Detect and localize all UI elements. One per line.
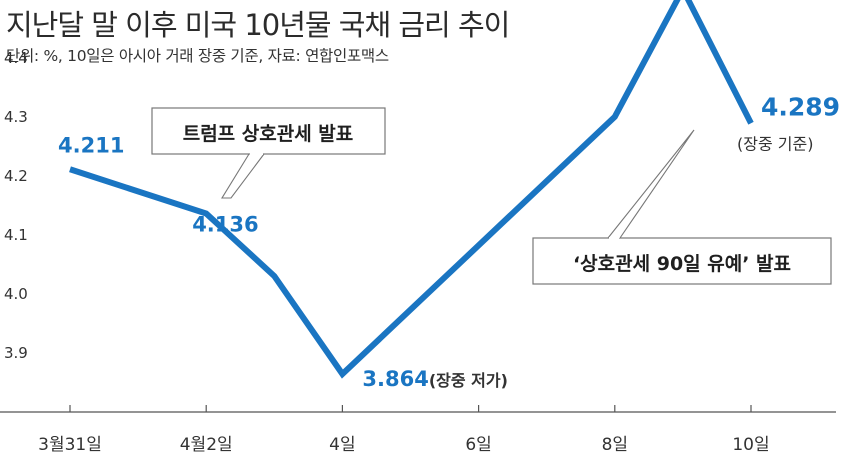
x-tick-label: 4일 (329, 435, 355, 455)
data-label: 4.289 (761, 92, 840, 121)
data-label-note: (장중 저가) (429, 371, 508, 390)
x-tick-label: 8일 (602, 435, 628, 455)
data-label: 4.136 (192, 213, 258, 237)
y-tick-label: 4.2 (4, 167, 28, 185)
x-tick-label: 6일 (465, 435, 491, 455)
data-label: 3.864(장중 저가) (362, 367, 508, 391)
x-tick-label: 10일 (732, 435, 769, 455)
callout-box (151, 107, 386, 155)
callout-text: 트럼프 상호관세 발표 (183, 123, 354, 145)
data-label-value: 4.289 (761, 92, 840, 121)
data-label-value: 4.136 (192, 213, 258, 237)
callout-text: ‘상호관세 90일 유예’ 발표 (573, 253, 791, 275)
data-label: 4.211 (58, 133, 124, 157)
x-tick-label: 4월2일 (180, 435, 233, 455)
data-label-note: (장중 기준) (737, 134, 813, 153)
y-tick-label: 4.3 (4, 108, 28, 126)
y-tick-label: 4.0 (4, 285, 28, 303)
y-tick-label: 3.9 (4, 344, 28, 362)
data-label-value: 3.864 (362, 367, 428, 391)
callout-pointer (221, 153, 265, 199)
chart-subtitle: 단위: %, 10일은 아시아 거래 장중 기준, 자료: 연합인포맥스 (6, 47, 389, 65)
y-tick-label: 4.1 (4, 226, 28, 244)
series-line (69, 0, 754, 379)
callout-box (532, 237, 832, 285)
y-tick-label: 4.4 (4, 49, 28, 67)
chart-title: 지난달 말 이후 미국 10년물 국채 금리 추이 (6, 8, 510, 42)
x-tick-label: 3월31일 (38, 435, 102, 455)
callout-pointer (607, 129, 695, 239)
data-label-value: 4.211 (58, 133, 124, 157)
